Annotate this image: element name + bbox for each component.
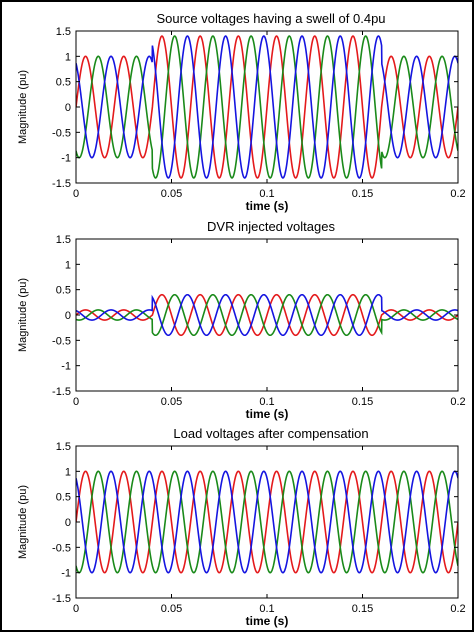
- y-tick-label: -1.5: [52, 593, 71, 605]
- y-tick-label: -1: [61, 153, 71, 165]
- y-tick-label: -0.5: [52, 542, 71, 554]
- x-axis-label: time (s): [246, 407, 289, 421]
- series-line-phase-a: [76, 470, 458, 574]
- x-tick-label: 0.2: [450, 603, 465, 615]
- x-tick-label: 0.05: [161, 396, 182, 408]
- x-tick-label: 0: [73, 188, 79, 200]
- x-axis-label: time (s): [246, 614, 289, 628]
- x-tick-label: 0.15: [352, 396, 373, 408]
- series-line-phase-c: [76, 35, 458, 179]
- x-tick-label: 0.2: [450, 188, 465, 200]
- x-axis-label: time (s): [246, 199, 289, 213]
- x-tick-label: 0.1: [259, 603, 274, 615]
- series-line-phase-b: [76, 293, 458, 337]
- chart-panel-3: -1.5 -1 -0.5 0 0.5 1 1.5 0 0.05 0.1 0.15 0.2 Load vo…: [17, 426, 466, 628]
- y-tick-label: 0: [65, 310, 71, 322]
- y-tick-label: 1: [65, 466, 71, 478]
- x-tick-label: 0.1: [259, 396, 274, 408]
- x-tick-label: 0.1: [259, 188, 274, 200]
- chart-title: Source voltages having a swell of 0.4pu: [156, 11, 385, 26]
- x-tick-label: 0: [73, 396, 79, 408]
- y-tick-label: 1.5: [56, 234, 71, 246]
- y-tick-label: -1: [61, 361, 71, 373]
- y-axis-label: Magnitude (pu): [17, 485, 29, 559]
- x-tick-label: 0: [73, 603, 79, 615]
- y-tick-label: 0.5: [56, 285, 71, 297]
- x-tick-label: 0.15: [352, 603, 373, 615]
- y-tick-label: -1.5: [52, 178, 71, 190]
- series-line-phase-b: [76, 470, 458, 574]
- series-line-phase-b: [76, 35, 458, 179]
- y-tick-label: 0.5: [56, 492, 71, 504]
- chart-panel-1: -1.5 -1 -0.5 0 0.5 1 1.5 0 0.05 0.1 0.15 0.2 Source …: [17, 11, 466, 213]
- y-tick-label: 1.5: [56, 26, 71, 38]
- y-tick-label: -0.5: [52, 335, 71, 347]
- y-tick-label: 1: [65, 51, 71, 63]
- x-tick-label: 0.05: [161, 603, 182, 615]
- chart-title: Load voltages after compensation: [173, 426, 368, 441]
- y-tick-label: 0: [65, 102, 71, 114]
- y-tick-label: 1: [65, 259, 71, 271]
- x-tick-label: 0.2: [450, 396, 465, 408]
- y-tick-label: 0.5: [56, 77, 71, 89]
- y-axis-label: Magnitude (pu): [17, 278, 29, 352]
- series-line-phase-a: [76, 35, 458, 179]
- y-tick-label: -1.5: [52, 386, 71, 398]
- y-axis-label: Magnitude (pu): [17, 70, 29, 144]
- series-line-phase-a: [76, 293, 458, 337]
- y-tick-label: -1: [61, 568, 71, 580]
- y-tick-label: -0.5: [52, 127, 71, 139]
- x-tick-label: 0.15: [352, 188, 373, 200]
- y-tick-label: 1.5: [56, 441, 71, 453]
- series-line-phase-c: [76, 470, 458, 574]
- chart-panel-2: -1.5 -1 -0.5 0 0.5 1 1.5 0 0.05 0.1 0.15 0.2 DVR inj…: [17, 219, 466, 421]
- x-tick-label: 0.05: [161, 188, 182, 200]
- series-line-phase-c: [76, 293, 458, 337]
- chart-title: DVR injected voltages: [207, 219, 335, 234]
- y-tick-label: 0: [65, 517, 71, 529]
